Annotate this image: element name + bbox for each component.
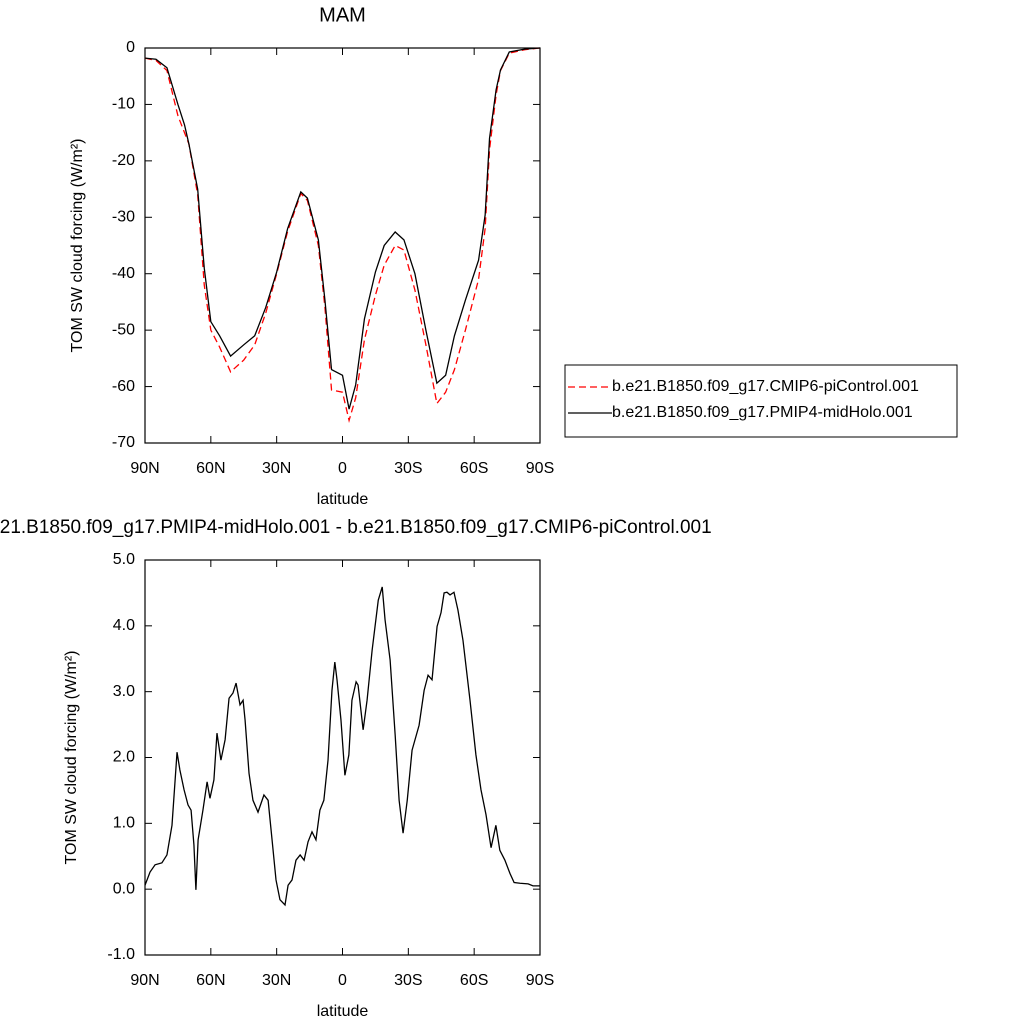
- y-axis-label: TOM SW cloud forcing (W/m²): [63, 651, 80, 865]
- x-tick-label: 30N: [262, 460, 291, 477]
- chart-title: b.e21.B1850.f09_g17.PMIP4-midHolo.001 - …: [0, 517, 712, 538]
- x-tick-label: 90N: [130, 972, 159, 989]
- x-tick-label: 0: [338, 460, 347, 477]
- x-axis-label: latitude: [317, 491, 369, 508]
- y-tick-label: 5.0: [113, 551, 135, 568]
- x-tick-label: 90S: [526, 460, 554, 477]
- x-tick-label: 60S: [460, 972, 488, 989]
- x-axis-label: latitude: [317, 1003, 369, 1020]
- x-tick-label: 60N: [196, 972, 225, 989]
- y-axis-label: TOM SW cloud forcing (W/m²): [69, 139, 86, 353]
- y-tick-label: -10: [112, 96, 135, 113]
- legend-box: [564, 364, 958, 438]
- y-tick-label: -20: [112, 152, 135, 169]
- y-tick-label: -60: [112, 378, 135, 395]
- data-line: [144, 47, 541, 423]
- y-tick-label: -30: [112, 209, 135, 226]
- y-tick-label: -70: [112, 434, 135, 451]
- plot-frame: [144, 559, 541, 956]
- data-line: [144, 47, 541, 410]
- y-tick-label: 0.0: [113, 880, 135, 897]
- x-tick-label: 30N: [262, 972, 291, 989]
- y-tick-label: -50: [112, 321, 135, 338]
- y-tick-label: 4.0: [113, 617, 135, 634]
- chart-title: MAM: [319, 4, 366, 26]
- y-tick-label: -1.0: [107, 946, 135, 963]
- legend-label: b.e21.B1850.f09_g17.PMIP4-midHolo.001: [612, 404, 913, 421]
- legend-label: b.e21.B1850.f09_g17.CMIP6-piControl.001: [612, 378, 919, 395]
- plot-frame: [144, 47, 541, 444]
- x-tick-label: 30S: [394, 972, 422, 989]
- x-tick-label: 90N: [130, 460, 159, 477]
- x-tick-label: 0: [338, 972, 347, 989]
- y-tick-label: -40: [112, 265, 135, 282]
- data-line: [144, 586, 540, 907]
- y-tick-label: 0: [126, 39, 135, 56]
- y-tick-label: 3.0: [113, 683, 135, 700]
- x-tick-label: 90S: [526, 972, 554, 989]
- y-tick-label: 1.0: [113, 815, 135, 832]
- x-tick-label: 30S: [394, 460, 422, 477]
- y-tick-label: 2.0: [113, 749, 135, 766]
- x-tick-label: 60S: [460, 460, 488, 477]
- x-tick-label: 60N: [196, 460, 225, 477]
